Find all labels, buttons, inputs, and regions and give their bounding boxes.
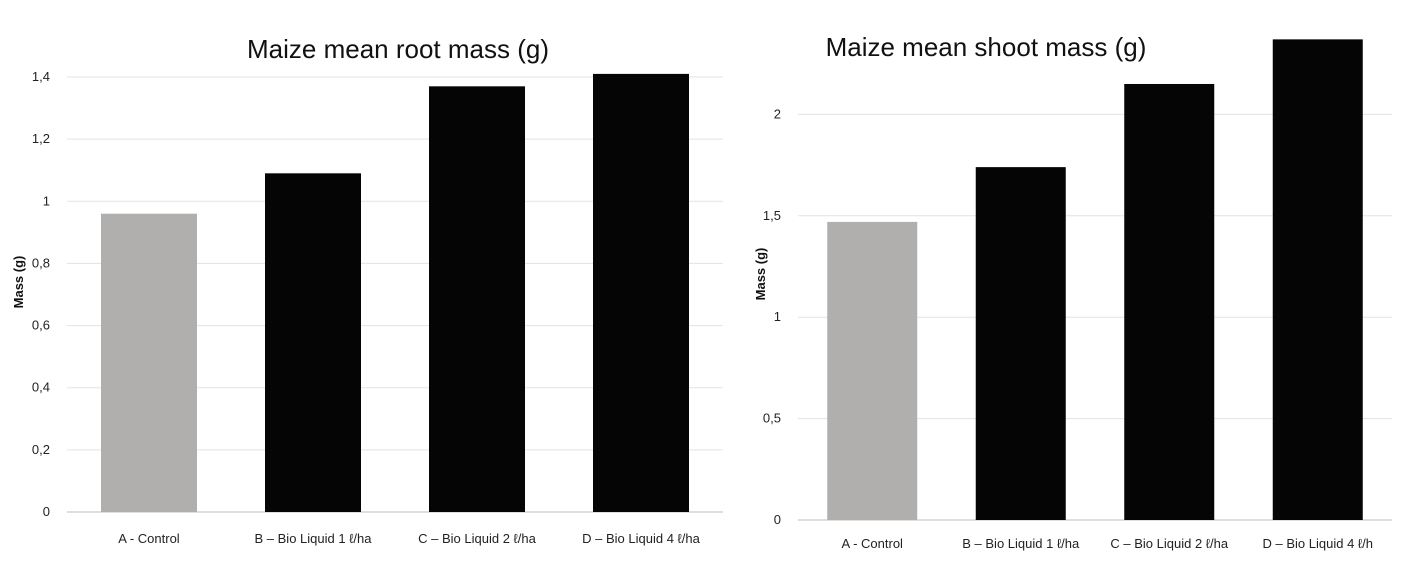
- y-tick-label: 0,5: [763, 411, 781, 426]
- bar: [265, 173, 361, 513]
- y-axis-label: Mass (g): [753, 248, 768, 301]
- chart-title: Maize mean root mass (g): [247, 34, 549, 64]
- bar: [429, 86, 525, 513]
- shoot-mass-chart: Maize mean shoot mass (g) Mass (g) 0 0,5 1…: [753, 32, 1392, 551]
- y-tick-label: 0,8: [32, 255, 50, 270]
- y-tick-label: 0,2: [32, 442, 50, 457]
- y-tick-label: 0,6: [32, 318, 50, 333]
- x-category-label: D – Bio Liquid 4 ℓ/h: [1263, 536, 1373, 551]
- bar: [1124, 83, 1215, 520]
- bar: [975, 167, 1066, 521]
- y-tick-label: 2: [774, 106, 781, 121]
- y-tick-label: 1: [774, 309, 781, 324]
- y-tick-label: 0,4: [32, 380, 50, 395]
- y-tick-label: 1,5: [763, 208, 781, 223]
- y-tick-label: 0: [774, 512, 781, 527]
- bar: [101, 213, 197, 512]
- y-tick-label: 1,4: [32, 69, 50, 84]
- x-category-label: D – Bio Liquid 4 ℓ/ha: [582, 531, 700, 546]
- bar: [593, 73, 689, 513]
- y-tick-label: 0: [43, 504, 50, 519]
- x-category-label: C – Bio Liquid 2 ℓ/ha: [1110, 536, 1228, 551]
- x-category-label: A - Control: [118, 531, 180, 546]
- x-category-label: B – Bio Liquid 1 ℓ/ha: [255, 531, 373, 546]
- y-axis-label: Mass (g): [11, 256, 26, 309]
- chart-title: Maize mean shoot mass (g): [826, 32, 1147, 62]
- y-tick-label: 1: [43, 193, 50, 208]
- x-category-label: C – Bio Liquid 2 ℓ/ha: [418, 531, 536, 546]
- bar: [1272, 39, 1363, 520]
- root-mass-chart: Maize mean root mass (g) Mass (g) 0 0,2 0,…: [11, 34, 723, 546]
- x-category-label: A - Control: [842, 536, 904, 551]
- x-category-label: B – Bio Liquid 1 ℓ/ha: [962, 536, 1080, 551]
- bar: [827, 221, 918, 520]
- y-tick-label: 1,2: [32, 131, 50, 146]
